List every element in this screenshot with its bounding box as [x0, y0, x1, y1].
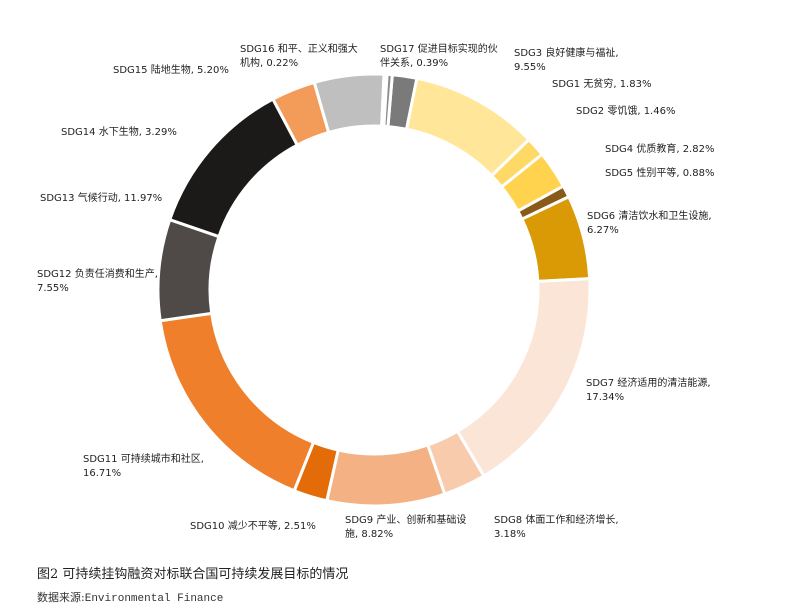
label-sdg13: SDG13 气候行动, 11.97%	[40, 193, 163, 204]
label-sdg6-line2: 6.27%	[587, 225, 619, 236]
label-sdg9: SDG9 产业、创新和基础设 施, 8.82%	[345, 514, 466, 542]
label-sdg9-line2: 施, 8.82%	[345, 529, 394, 540]
label-sdg6-line1: SDG6 清洁饮水和卫生设施,	[587, 211, 712, 222]
label-sdg11-line2: 16.71%	[83, 468, 122, 479]
source-prefix: 数据来源:	[37, 591, 85, 604]
label-sdg16-line2: 机构, 0.22%	[240, 58, 299, 69]
label-sdg16: SDG16 和平、正义和强大 机构, 0.22%	[240, 43, 358, 71]
label-sdg11-line1: SDG11 可持续城市和社区,	[83, 454, 204, 465]
donut-slice-sdg13	[167, 97, 300, 239]
label-sdg5: SDG5 性别平等, 0.88%	[605, 168, 715, 179]
label-sdg8-line1: SDG8 体面工作和经济增长,	[494, 515, 619, 526]
label-sdg3-line1: SDG3 良好健康与福祉,	[514, 48, 619, 59]
data-source: 数据来源:Environmental Finance	[37, 589, 223, 605]
label-sdg17-line2: 伴关系, 0.39%	[380, 58, 449, 69]
label-sdg7-line2: 17.34%	[586, 392, 625, 403]
label-sdg16-line1: SDG16 和平、正义和强大	[240, 44, 358, 55]
label-sdg9-line1: SDG9 产业、创新和基础设	[345, 515, 467, 526]
source-text: Environmental Finance	[84, 593, 224, 605]
label-sdg12-line1: SDG12 负责任消费和生产,	[37, 269, 158, 280]
label-sdg12: SDG12 负责任消费和生产, 7.55%	[37, 268, 158, 296]
label-sdg14: SDG14 水下生物, 3.29%	[61, 127, 177, 138]
label-sdg6: SDG6 清洁饮水和卫生设施, 6.27%	[587, 210, 712, 238]
donut-slice-sdg15	[312, 72, 386, 135]
label-sdg10: SDG10 减少不平等, 2.51%	[190, 521, 316, 532]
donut-chart	[156, 72, 592, 508]
label-sdg4: SDG4 优质教育, 2.82%	[605, 144, 715, 155]
donut-slice-sdg7	[455, 277, 592, 479]
label-sdg17-line1: SDG17 促进目标实现的伙	[380, 44, 498, 55]
donut-slice-sdg9	[324, 443, 447, 508]
label-sdg12-line2: 7.55%	[37, 283, 69, 294]
figure-caption: 图2 可持续挂钩融资对标联合国可持续发展目标的情况	[37, 567, 349, 582]
label-sdg8-line2: 3.18%	[494, 529, 526, 540]
label-sdg17: SDG17 促进目标实现的伙 伴关系, 0.39%	[380, 43, 498, 71]
label-sdg8: SDG8 体面工作和经济增长, 3.18%	[494, 514, 619, 542]
label-sdg2: SDG2 零饥饿, 1.46%	[576, 106, 676, 117]
donut-slice-sdg17	[382, 72, 394, 129]
label-sdg3: SDG3 良好健康与福祉, 9.55%	[514, 47, 619, 75]
label-sdg3-line2: 9.55%	[514, 62, 546, 73]
label-sdg1: SDG1 无贫穷, 1.83%	[552, 79, 652, 90]
label-sdg7: SDG7 经济适用的清洁能源, 17.34%	[586, 377, 711, 405]
label-sdg11: SDG11 可持续城市和社区, 16.71%	[83, 453, 204, 481]
label-sdg7-line1: SDG7 经济适用的清洁能源,	[586, 378, 711, 389]
label-sdg15: SDG15 陆地生物, 5.20%	[113, 65, 229, 76]
